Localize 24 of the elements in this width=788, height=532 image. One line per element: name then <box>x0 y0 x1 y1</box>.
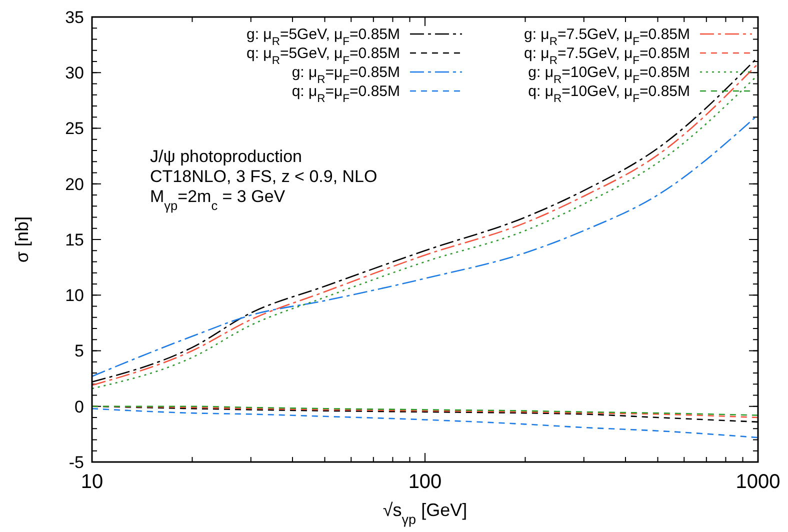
legend-label: g: μ$_{R}$=10GeV, μ$_{F}$=0.85M <box>528 64 690 86</box>
legend-label: q: μ$_{R}$=7.5GeV, μ$_{F}$=0.85M <box>524 45 690 67</box>
y-tick-label: 10 <box>65 286 84 306</box>
y-tick-label: 35 <box>65 8 84 27</box>
x-axis-title: √s$_{γp}$ [GeV] <box>382 500 468 526</box>
legend-label: g: μ$_{R}$=7.5GeV, μ$_{F}$=0.85M <box>524 26 690 48</box>
y-tick-label: -5 <box>68 452 84 472</box>
annotation: CT18NLO, 3 FS, z < 0.9, NLO <box>150 167 378 186</box>
annotation: J/ψ photoproduction <box>150 147 302 166</box>
y-axis-title: σ [nb] <box>12 216 32 263</box>
x-tick-label: 1000 <box>736 471 780 493</box>
x-tick-label: 100 <box>408 471 442 493</box>
y-tick-label: 15 <box>65 230 84 250</box>
annotation: M$_{γp}$=2m$_{c}$ = 3 GeV <box>150 187 286 212</box>
y-tick-label: 25 <box>65 119 84 138</box>
legend-label: g: μ$_{R}$=5GeV, μ$_{F}$=0.85M <box>246 26 400 48</box>
y-tick-label: 20 <box>65 174 84 194</box>
legend-label: g: μ$_{R}$=μ$_{F}$=0.85M <box>292 64 400 86</box>
y-tick-label: 30 <box>65 64 84 83</box>
legend-label: q: μ$_{R}$=μ$_{F}$=0.85M <box>292 83 400 105</box>
y-tick-label: 0 <box>74 397 84 416</box>
legend-label: q: μ$_{R}$=10GeV, μ$_{F}$=0.85M <box>528 83 690 105</box>
y-tick-label: 5 <box>74 342 84 361</box>
legend-label: q: μ$_{R}$=5GeV, μ$_{F}$=0.85M <box>246 45 400 67</box>
